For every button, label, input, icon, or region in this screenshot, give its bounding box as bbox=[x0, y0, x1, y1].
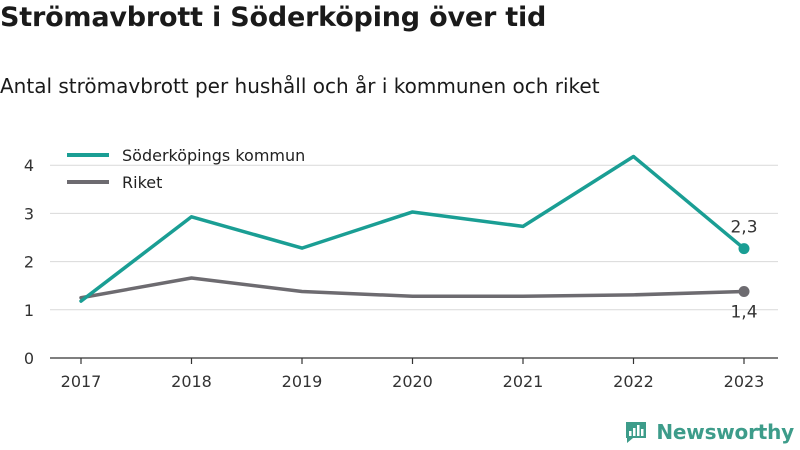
y-axis: 0 1 2 3 4 bbox=[24, 156, 34, 368]
x-tick-label: 2021 bbox=[503, 372, 544, 391]
legend-label-riket: Riket bbox=[122, 173, 162, 192]
y-tick-label: 1 bbox=[24, 301, 34, 320]
y-tick-label: 2 bbox=[24, 253, 34, 272]
x-tick-label: 2018 bbox=[171, 372, 212, 391]
series-lines bbox=[79, 154, 750, 303]
end-point-riket bbox=[738, 285, 750, 297]
end-label-soderkoping: 2,3 bbox=[730, 218, 757, 238]
x-tick-label: 2019 bbox=[282, 372, 323, 391]
chart-subtitle: Antal strömavbrott per hushåll och år i … bbox=[0, 74, 600, 98]
chart-title: Strömavbrott i Söderköping över tid bbox=[0, 2, 547, 33]
end-point-soderkoping bbox=[738, 243, 750, 255]
series-line-riket bbox=[79, 276, 746, 300]
newsworthy-wordmark: Newsworthy bbox=[656, 420, 794, 444]
x-tick-label: 2017 bbox=[61, 372, 102, 391]
x-tick-label: 2023 bbox=[724, 372, 765, 391]
x-tick-label: 2022 bbox=[613, 372, 654, 391]
newsworthy-logo-icon bbox=[626, 422, 647, 443]
y-tick-label: 4 bbox=[24, 156, 34, 175]
end-label-riket: 1,4 bbox=[730, 302, 757, 322]
x-tick-label: 2020 bbox=[392, 372, 433, 391]
legend: Söderköpings kommun Riket bbox=[67, 146, 305, 192]
newsworthy-brand: Newsworthy bbox=[624, 419, 794, 445]
y-tick-label: 3 bbox=[24, 204, 34, 223]
legend-label-soderkoping: Söderköpings kommun bbox=[122, 146, 305, 165]
y-tick-label: 0 bbox=[24, 349, 34, 368]
x-axis: 2017 2018 2019 2020 2021 2022 2023 bbox=[50, 357, 778, 391]
series-line-soderkoping bbox=[79, 154, 746, 303]
